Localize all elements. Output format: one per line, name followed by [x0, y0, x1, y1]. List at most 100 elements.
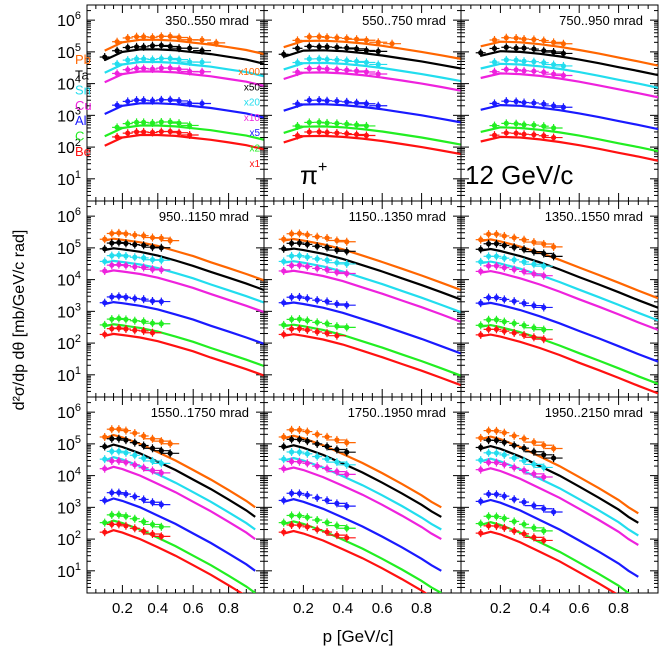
y-tick-exponent: 4: [75, 270, 81, 282]
y-tick-label: 106: [57, 10, 81, 30]
data-point-sn: [344, 462, 350, 468]
data-point-al: [493, 491, 500, 497]
data-point-cu: [288, 262, 295, 269]
data-point-al: [503, 98, 509, 104]
data-point-sn: [187, 59, 193, 65]
data-point-al: [176, 98, 182, 104]
panel-label: 350..550 mrad: [165, 13, 249, 28]
data-point-al: [281, 497, 287, 504]
data-point-c: [344, 525, 350, 531]
data-point-c: [531, 525, 537, 531]
y-tick-exponent: 6: [75, 10, 81, 22]
data-point-be: [550, 134, 557, 141]
data-point-cu: [187, 68, 193, 75]
data-point-al: [141, 97, 147, 103]
data-point-ta: [324, 443, 330, 449]
y-tick-base: 10: [57, 45, 75, 62]
x-tick-label: 0.6: [372, 600, 393, 617]
data-point-sn: [123, 450, 129, 456]
data-point-sn: [158, 257, 164, 263]
curve-be: [104, 133, 264, 151]
data-point-al: [294, 101, 301, 107]
data-point-sn: [281, 456, 287, 462]
data-point-be: [324, 129, 330, 136]
data-point-be: [503, 130, 509, 136]
data-point-al: [314, 297, 320, 303]
curve-cu: [283, 71, 461, 92]
data-point-sn: [541, 263, 547, 269]
data-point-al: [344, 503, 350, 509]
data-point-ta: [324, 44, 330, 50]
data-point-cu: [513, 67, 519, 73]
data-point-ta: [344, 45, 350, 51]
data-point-c: [334, 522, 340, 529]
data-point-al: [324, 98, 330, 104]
data-point-ta: [132, 440, 138, 446]
data-point-ta: [296, 240, 303, 246]
data-point-sn: [334, 459, 340, 465]
curve-ta: [283, 49, 461, 70]
data-point-be: [102, 529, 108, 535]
data-point-be: [363, 132, 370, 139]
data-point-cu: [375, 71, 381, 77]
data-point-cu: [560, 72, 567, 79]
data-point-ta: [316, 44, 322, 50]
panel-data: [99, 228, 264, 377]
data-point-c: [541, 327, 547, 333]
data-point-pb: [324, 34, 330, 40]
data-point-ta: [199, 48, 205, 54]
data-point-cu: [314, 463, 320, 469]
data-point-c: [109, 316, 115, 322]
data-point-be: [521, 131, 527, 137]
curve-be: [480, 333, 658, 395]
data-point-ta: [109, 436, 115, 442]
data-point-cu: [109, 262, 115, 268]
data-point-ta: [114, 48, 120, 54]
y-tick-base: 10: [57, 368, 75, 385]
data-point-al: [491, 100, 498, 107]
data-point-be: [513, 130, 519, 136]
y-tick-base: 10: [57, 469, 75, 486]
data-point-cu: [493, 459, 500, 466]
data-point-c: [102, 322, 108, 328]
data-point-be: [116, 521, 122, 527]
data-point-pb: [316, 34, 322, 40]
data-point-c: [324, 321, 330, 327]
data-point-pb: [109, 230, 115, 237]
data-point-al: [501, 493, 507, 499]
data-point-ta: [187, 45, 193, 51]
data-point-cu: [541, 273, 547, 279]
curve-ta: [480, 50, 658, 77]
data-point-be: [493, 523, 500, 529]
data-point-c: [123, 316, 129, 323]
data-point-ta: [334, 44, 340, 50]
data-point-cu: [501, 461, 507, 468]
data-point-c: [521, 322, 527, 328]
data-point-ta: [304, 241, 310, 247]
data-point-ta: [501, 242, 507, 249]
data-point-be: [478, 332, 484, 338]
data-point-al: [109, 490, 115, 496]
data-point-c: [324, 120, 330, 126]
x-tick-label: 0.6: [569, 600, 590, 617]
data-point-pb: [501, 430, 507, 436]
curve-cu: [104, 269, 264, 314]
data-point-al: [316, 97, 322, 103]
data-point-cu: [324, 66, 330, 72]
panel-label: 950..1150 mrad: [159, 209, 249, 224]
data-point-be: [102, 331, 108, 338]
data-point-c: [478, 322, 484, 328]
data-point-be: [149, 531, 156, 537]
data-point-cu: [123, 262, 129, 269]
y-tick-label: 104: [57, 74, 81, 94]
curve-cu: [104, 70, 264, 87]
data-point-pb: [541, 241, 547, 247]
data-point-al: [133, 97, 140, 103]
y-tick-exponent: 5: [75, 238, 81, 250]
data-point-al: [550, 509, 557, 515]
data-point-al: [296, 490, 303, 497]
data-point-pb: [288, 427, 295, 433]
y-tick-label: 103: [57, 301, 81, 321]
